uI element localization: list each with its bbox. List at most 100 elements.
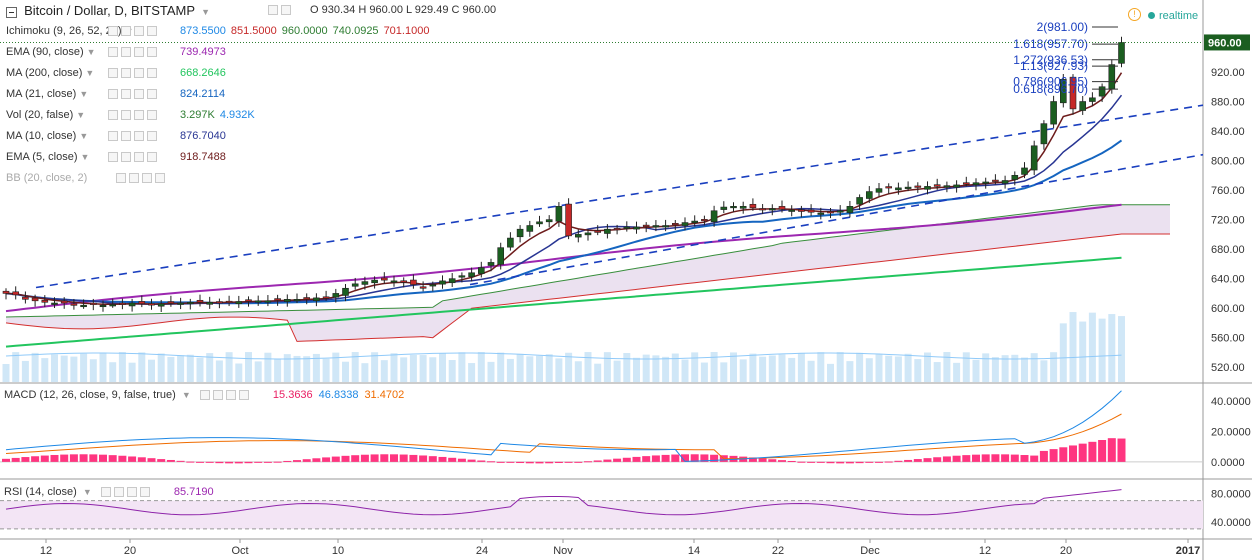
plus-icon[interactable] [225, 390, 236, 401]
chevron-down-icon[interactable]: ▼ [201, 7, 211, 17]
chevron-down-icon[interactable]: ▼ [181, 390, 191, 400]
eye-icon[interactable] [108, 131, 118, 142]
plus-icon[interactable] [126, 487, 137, 498]
gear-icon[interactable] [121, 131, 131, 142]
time-tick-label: 2017 [1176, 545, 1200, 557]
indicator-row[interactable]: Vol (20, false) ▼ 3.297K 4.932K [0, 105, 560, 126]
settings-icon[interactable] [268, 5, 278, 16]
gear-icon[interactable] [121, 110, 131, 121]
indicator-row[interactable]: MA (21, close) ▼ 824.2114 [0, 84, 560, 105]
volume-bar [196, 357, 204, 382]
volume-bar [361, 363, 369, 382]
candle [138, 301, 146, 305]
plus-icon[interactable] [134, 131, 144, 142]
plus-icon[interactable] [134, 152, 144, 163]
indicator-row[interactable]: Ichimoku (9, 26, 52, 26)▼873.5500851.500… [0, 21, 560, 42]
close-icon[interactable] [147, 68, 157, 79]
macd-histogram-bar [593, 460, 602, 462]
volume-bar [89, 359, 97, 382]
chevron-down-icon[interactable]: ▼ [85, 68, 95, 78]
gear-icon[interactable] [121, 89, 131, 100]
macd-histogram-bar [186, 461, 195, 463]
chevron-down-icon[interactable]: ▼ [86, 47, 96, 57]
close-icon[interactable] [147, 26, 157, 37]
chevron-down-icon[interactable]: ▼ [80, 152, 90, 162]
close-icon[interactable] [147, 47, 157, 58]
candle [613, 228, 621, 231]
volume-bar [545, 354, 553, 382]
indicator-row[interactable]: EMA (90, close) ▼ 739.4973 [0, 42, 560, 63]
gear-icon[interactable] [121, 68, 131, 79]
plus-icon[interactable] [134, 47, 144, 58]
macd-histogram-bar [1059, 447, 1068, 462]
close-icon[interactable] [147, 110, 157, 121]
alert-icon[interactable]: ! [1128, 8, 1141, 21]
macd-histogram-bar [981, 454, 990, 462]
gear-icon[interactable] [212, 390, 223, 401]
gear-icon[interactable] [121, 26, 131, 37]
close-icon[interactable] [281, 5, 291, 16]
volume-bar [235, 363, 243, 382]
macd-histogram-bar [370, 454, 379, 462]
volume-bar [41, 358, 49, 382]
settings-icon[interactable] [199, 390, 210, 401]
last-price-badge [1204, 34, 1250, 51]
eye-icon[interactable] [108, 26, 118, 37]
close-icon[interactable] [147, 152, 157, 163]
chevron-down-icon[interactable]: ▼ [82, 487, 92, 497]
eye-icon[interactable] [108, 152, 118, 163]
close-icon[interactable] [139, 487, 150, 498]
eye-icon[interactable] [108, 110, 118, 121]
plus-icon[interactable] [134, 26, 144, 37]
collapse-icon[interactable] [6, 6, 17, 18]
plus-icon[interactable] [134, 89, 144, 100]
eye-icon[interactable] [116, 173, 126, 184]
macd-histogram-bar [69, 454, 78, 462]
candle [303, 297, 311, 300]
candle [41, 300, 49, 303]
macd-histogram-bar [1039, 450, 1048, 462]
indicator-value: 3.297K [180, 109, 215, 121]
volume-bar [2, 364, 10, 382]
macd-histogram-bar [128, 456, 137, 462]
volume-ma-line [5, 352, 1122, 360]
eye-icon[interactable] [108, 68, 118, 79]
volume-bar [225, 352, 233, 382]
indicator-row[interactable]: MA (200, close) ▼ 668.2646 [0, 63, 560, 84]
time-tick-label: 24 [476, 545, 488, 557]
indicator-row[interactable]: EMA (5, close) ▼ 918.7488 [0, 147, 560, 168]
plus-icon[interactable] [134, 110, 144, 121]
chevron-down-icon[interactable]: ▼ [79, 89, 89, 99]
eye-icon[interactable] [108, 89, 118, 100]
macd-histogram-bar [875, 461, 883, 463]
macd-histogram-bar [487, 461, 495, 463]
gear-icon[interactable] [121, 47, 131, 58]
indicator-row[interactable]: BB (20, close, 2) [0, 168, 560, 189]
candle [633, 226, 640, 230]
rsi-controls [100, 486, 171, 498]
gear-icon[interactable] [129, 173, 139, 184]
close-icon[interactable] [147, 89, 157, 100]
close-icon[interactable] [155, 173, 165, 184]
eye-icon[interactable] [108, 47, 118, 58]
gear-icon[interactable] [113, 487, 124, 498]
candle [924, 186, 931, 190]
chevron-down-icon[interactable]: ▼ [79, 131, 89, 141]
volume-bar [487, 361, 495, 382]
indicator-values: 3.297K 4.932K [180, 105, 260, 126]
close-icon[interactable] [147, 131, 157, 142]
gear-icon[interactable] [121, 152, 131, 163]
volume-bar [157, 353, 165, 382]
indicator-row[interactable]: MA (10, close) ▼ 876.7040 [0, 126, 560, 147]
macd-histogram-bar [234, 461, 243, 464]
macd-histogram-bar [622, 457, 631, 462]
chevron-down-icon[interactable]: ▼ [76, 110, 86, 120]
settings-icon[interactable] [100, 487, 111, 498]
plus-icon[interactable] [134, 68, 144, 79]
macd-histogram-bar [11, 457, 20, 462]
close-icon[interactable] [238, 390, 249, 401]
candle [60, 300, 68, 304]
macd-histogram-bar [390, 454, 398, 462]
plus-icon[interactable] [142, 173, 152, 184]
